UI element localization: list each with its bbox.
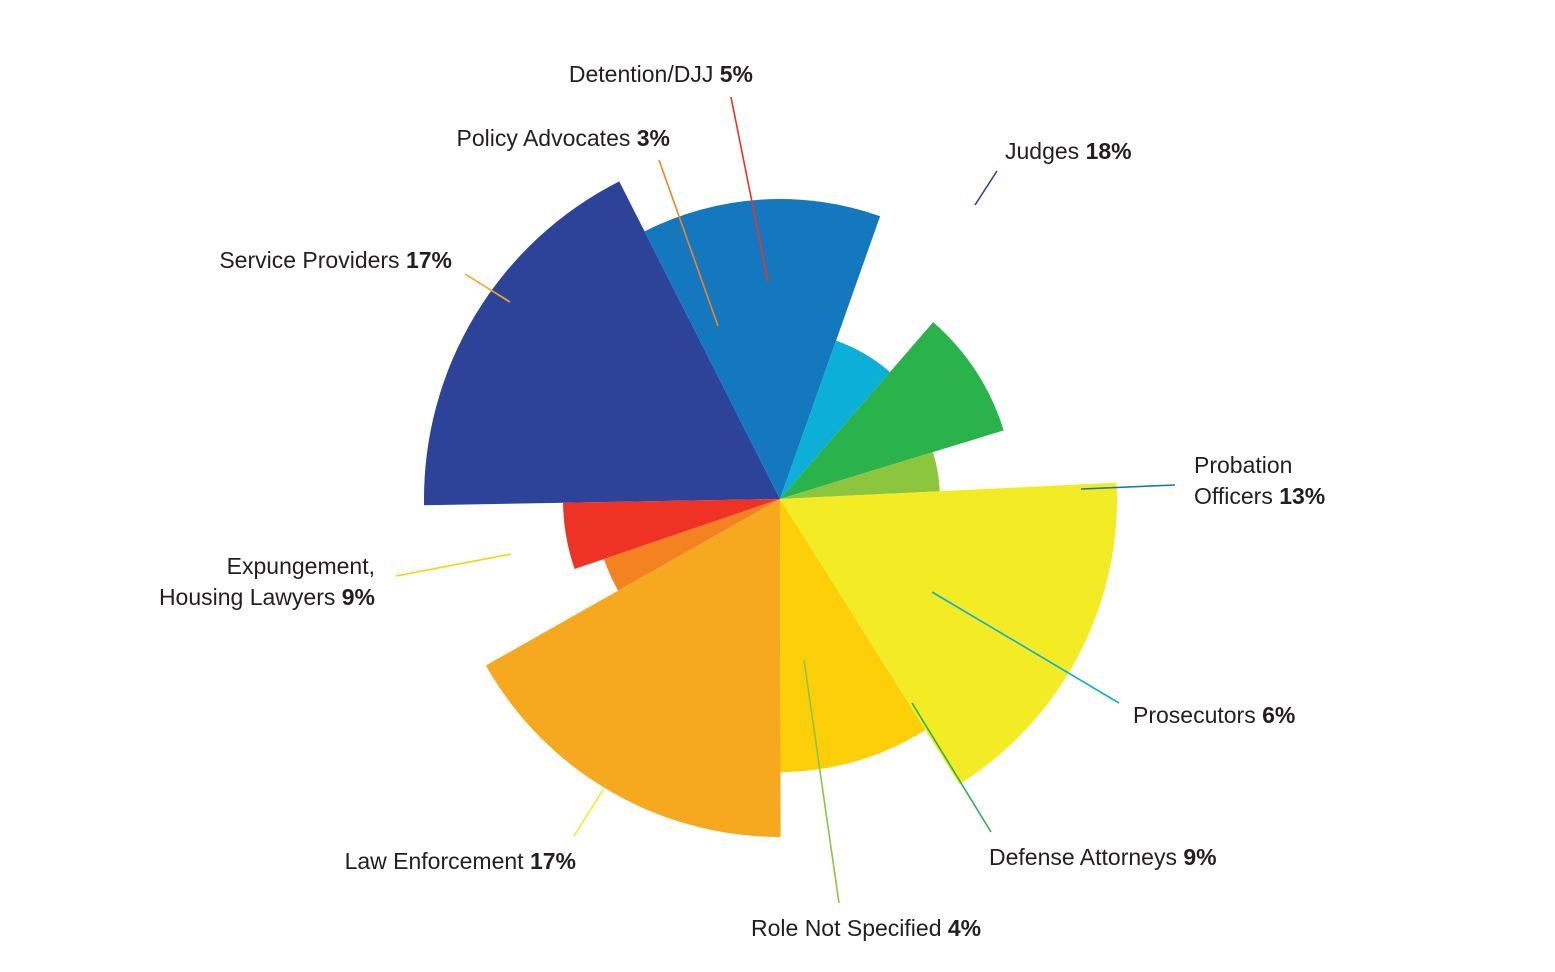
leader-lines-group [395,96,1176,904]
slice-label: Detention/DJJ 5% [569,61,753,87]
slice-label-text: Officers [1194,483,1279,509]
slice-value: 6% [1262,702,1295,728]
slice-label: Prosecutors 6% [1133,702,1295,728]
slice-label: Role Not Specified 4% [751,915,981,941]
slice-value: 13% [1279,483,1325,509]
slice-value: 9% [1183,844,1216,870]
leader-line [803,659,840,904]
slice-label: Judges 18% [1005,138,1132,164]
leader-line [974,170,998,206]
slice-label-text: Housing Lawyers [159,584,342,610]
slice-value: 17% [406,247,452,273]
slice-prosecutors [780,340,890,499]
slice-probation-officers [644,198,881,499]
leader-line [1080,484,1176,490]
slice-label: Probation Officers 13% [1194,452,1325,509]
slice-label-text: Expungement, [227,553,375,579]
slice-label-text: Law Enforcement [345,848,530,874]
slice-value: 18% [1086,138,1132,164]
slice-value: 17% [530,848,576,874]
slice-label-text: Role Not Specified [751,915,948,941]
slice-label: Defense Attorneys 9% [989,844,1217,870]
slice-label: Law Enforcement 17% [345,848,576,874]
slice-value: 9% [342,584,375,610]
slice-label-text: Prosecutors [1133,702,1262,728]
leader-line [395,553,512,577]
slices-group [423,181,1117,838]
labels-group: Judges 18% Probation Officers 13% Prosecuto… [159,61,1325,941]
slice-service-providers [485,499,781,838]
slice-label-text: Judges [1005,138,1086,164]
slice-defense-attorneys [780,322,1004,499]
slice-label-text: Probation [1194,452,1292,478]
slice-label: Expungement, Housing Lawyers 9% [159,553,375,610]
slice-label-text: Policy Advocates [456,125,636,151]
slice-policy-advocates [603,499,780,591]
slice-label-text: Defense Attorneys [989,844,1183,870]
slice-label-text: Detention/DJJ [569,61,720,87]
slice-detention-djj [563,499,780,570]
leader-line [931,591,1120,704]
slice-label-text: Service Providers [219,247,406,273]
leader-line [464,273,511,303]
slice-law-enforcement [780,482,1117,785]
slice-label: Service Providers 17% [219,247,452,273]
slice-value: 5% [720,61,753,87]
leader-line [911,702,992,833]
slice-value: 4% [948,915,981,941]
slice-value: 3% [637,125,670,151]
leader-line [658,159,719,327]
leader-line [730,96,769,283]
leader-line [573,789,604,837]
slice-judges [423,181,780,506]
slice-expungement-housing-lawyers [780,499,926,772]
slice-label: Policy Advocates 3% [456,125,670,151]
slice-role-not-specified [780,452,940,499]
